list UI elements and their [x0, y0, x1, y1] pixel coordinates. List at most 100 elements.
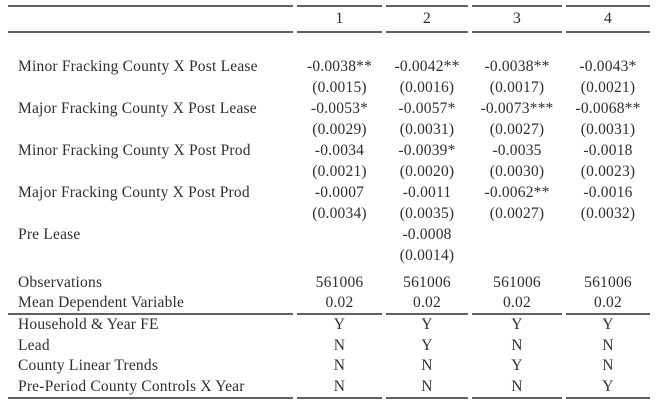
- coef-cell: -0.0073*** (0.0027): [472, 98, 562, 140]
- fe-flag: N: [511, 336, 523, 354]
- row-label: Pre-Period County Controls X Year: [18, 377, 245, 395]
- coef-cell: -0.0053* (0.0029): [297, 98, 382, 140]
- rule-segment: [566, 31, 650, 33]
- coefficient-value: -0.0018: [583, 142, 633, 159]
- table-row: Pre-Period County Controls X Year N N N …: [8, 377, 650, 398]
- coef-cell: [472, 224, 562, 266]
- stat-value: 0.02: [594, 294, 622, 311]
- coef-cell: -0.0035 (0.0030): [472, 140, 562, 182]
- stat-value: 561006: [493, 274, 541, 291]
- coef-cell: -0.0007 (0.0034): [297, 182, 382, 224]
- fe-flag: Y: [511, 357, 523, 374]
- row-label: Household & Year FE: [18, 316, 159, 333]
- standard-error: (0.0021): [312, 163, 367, 180]
- row-label: Pre Lease: [18, 226, 81, 243]
- stat-value: 0.02: [325, 294, 354, 311]
- spacer: [8, 33, 659, 56]
- coef-cell: -0.0016 (0.0032): [566, 182, 650, 224]
- coefficient-value: [472, 224, 562, 245]
- rule-segment: [472, 31, 562, 33]
- fe-flag: Y: [421, 336, 433, 354]
- rule-segment: [566, 313, 650, 315]
- table-row: County Linear Trends N N Y N: [8, 356, 650, 377]
- table-row: Observations 561006 561006 561006 561006: [8, 272, 650, 293]
- coefficient-value: -0.0035: [492, 142, 542, 159]
- table-row: Major Fracking County X Post Lease -0.00…: [8, 98, 650, 140]
- standard-error: (0.0020): [399, 163, 455, 180]
- table-row: Minor Fracking County X Post Lease -0.00…: [8, 56, 650, 98]
- fe-flag: N: [333, 377, 346, 395]
- row-label: Major Fracking County X Post Prod: [18, 184, 250, 201]
- header-row: 1 2 3 4: [8, 7, 650, 31]
- standard-error: (0.0027): [489, 121, 545, 138]
- coefficient-value: -0.0062**: [484, 184, 550, 201]
- fe-flag: N: [602, 357, 614, 374]
- row-label: Minor Fracking County X Post Prod: [18, 142, 251, 159]
- column-header-4: 4: [603, 10, 613, 27]
- row-label: Lead: [18, 336, 50, 354]
- coefficient-value: -0.0039*: [398, 142, 456, 159]
- table-row: Household & Year FE Y Y Y Y: [8, 315, 650, 336]
- fe-flag: N: [602, 336, 614, 354]
- stat-value: 0.02: [503, 294, 531, 311]
- stat-value: 0.02: [413, 294, 441, 311]
- rule-segment: [472, 5, 562, 7]
- rule-segment: [297, 31, 382, 33]
- row-label: Mean Dependent Variable: [18, 294, 185, 311]
- coefficient-value: -0.0038**: [484, 58, 550, 75]
- coefficient-value: -0.0043*: [579, 58, 637, 75]
- coefficient-value: -0.0007: [314, 184, 365, 201]
- rule-segment: [8, 313, 293, 315]
- fe-flag: Y: [421, 316, 433, 333]
- coefficient-value: -0.0068**: [575, 100, 641, 117]
- fe-flag: Y: [602, 377, 614, 395]
- coefficient-value: -0.0011: [402, 184, 452, 201]
- coef-cell: [566, 224, 650, 266]
- coefficient-value: -0.0016: [583, 184, 633, 201]
- table-row: Minor Fracking County X Post Prod -0.003…: [8, 140, 650, 182]
- table-rule-mid: [8, 313, 650, 315]
- coefficient-value: -0.0053*: [310, 100, 369, 117]
- table-row: Mean Dependent Variable 0.02 0.02 0.02 0…: [8, 293, 650, 313]
- coef-cell: -0.0011 (0.0035): [386, 182, 468, 224]
- coefficient-value: -0.0042**: [394, 58, 460, 75]
- stat-value: 561006: [315, 274, 364, 291]
- row-label: Major Fracking County X Post Lease: [18, 100, 257, 117]
- fe-flag: Y: [511, 316, 523, 333]
- standard-error: (0.0034): [312, 205, 367, 222]
- fe-flag: N: [421, 377, 433, 395]
- fe-flag: Y: [602, 316, 614, 333]
- table-row: Pre Lease -0.0008 (0.0014): [8, 224, 650, 266]
- standard-error: (0.0014): [399, 247, 455, 264]
- rule-segment: [297, 5, 382, 7]
- coef-cell: -0.0068** (0.0031): [566, 98, 650, 140]
- rule-segment: [472, 313, 562, 315]
- rule-segment: [566, 5, 650, 7]
- table-row: Lead N Y N N: [8, 336, 650, 357]
- standard-error: [566, 245, 650, 266]
- column-header-1: 1: [335, 10, 344, 27]
- rule-segment: [472, 397, 562, 399]
- coef-cell: -0.0043* (0.0021): [566, 56, 650, 98]
- stat-value: 561006: [403, 274, 451, 291]
- column-header-3: 3: [512, 10, 522, 27]
- fe-flag: N: [511, 377, 523, 395]
- fe-flag: N: [421, 357, 433, 374]
- coef-cell: -0.0034 (0.0021): [297, 140, 382, 182]
- standard-error: (0.0035): [399, 205, 455, 222]
- coefficient-value: -0.0008: [402, 226, 452, 243]
- row-label: Observations: [18, 274, 103, 291]
- coefficient-value: -0.0057*: [398, 100, 456, 117]
- rule-segment: [386, 5, 468, 7]
- coef-cell: -0.0062** (0.0027): [472, 182, 562, 224]
- standard-error: (0.0031): [399, 121, 455, 138]
- standard-error: [472, 245, 562, 266]
- standard-error: (0.0015): [312, 79, 367, 96]
- coef-cell: -0.0018 (0.0023): [566, 140, 650, 182]
- coef-cell: [297, 224, 382, 266]
- coef-cell: -0.0042** (0.0016): [386, 56, 468, 98]
- rule-segment: [386, 313, 468, 315]
- coefficient-value: [566, 224, 650, 245]
- rule-segment: [297, 397, 382, 399]
